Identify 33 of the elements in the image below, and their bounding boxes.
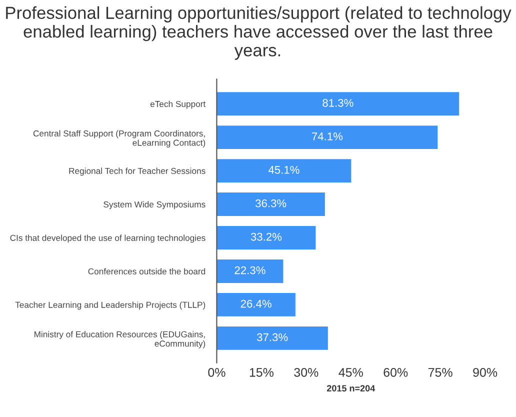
x-tick-label: 90%: [473, 368, 498, 377]
data-label: 81.3%: [322, 98, 354, 107]
y-tick-label: Regional Tech for Teacher Sessions: [69, 168, 206, 176]
bar: [216, 159, 352, 183]
bar: [216, 260, 284, 283]
y-tick-label: eTech Support: [150, 100, 206, 109]
bar: [216, 326, 328, 350]
bar: [216, 92, 460, 116]
y-tick-label: Ministry of Education Resources (EDUGains, eCommunity): [34, 331, 206, 348]
bar: [216, 226, 316, 250]
y-tick-label: Teacher Learning and Leadership Projects (TLLP): [15, 302, 206, 310]
bar: [216, 126, 438, 150]
x-axis-title: 2015 n=204: [326, 385, 376, 392]
bar: [216, 192, 325, 216]
x-tick-label: 30%: [294, 368, 318, 377]
data-label: 22.3%: [234, 266, 266, 274]
x-tick-label: 45%: [338, 368, 363, 377]
x-tick-label: 0%: [208, 368, 226, 377]
x-tick-label: 75%: [428, 368, 452, 377]
y-tick-label: Conferences outside the board: [88, 268, 206, 274]
x-tick-label: 60%: [384, 368, 408, 377]
chart-title: Professional Learning opportunities/support (related to technology enabled learning) teachers have accessed over the last three years.: [6, 6, 512, 60]
y-tick-label: System Wide Symposiums: [104, 201, 206, 210]
bar: [216, 292, 296, 316]
data-label: 37.3%: [256, 333, 288, 342]
data-label: 74.1%: [312, 132, 343, 140]
x-tick-label: 15%: [250, 368, 274, 377]
y-tick-label: Central Staff Support (Program Coordinators, eLearning Contact): [33, 130, 206, 148]
y-tick-label: CIs that developed the use of learning technologies: [10, 234, 206, 243]
data-label: 45.1%: [268, 166, 300, 174]
data-label: 33.2%: [250, 232, 282, 241]
data-label: 36.3%: [256, 199, 286, 208]
data-label: 26.4%: [240, 300, 272, 308]
